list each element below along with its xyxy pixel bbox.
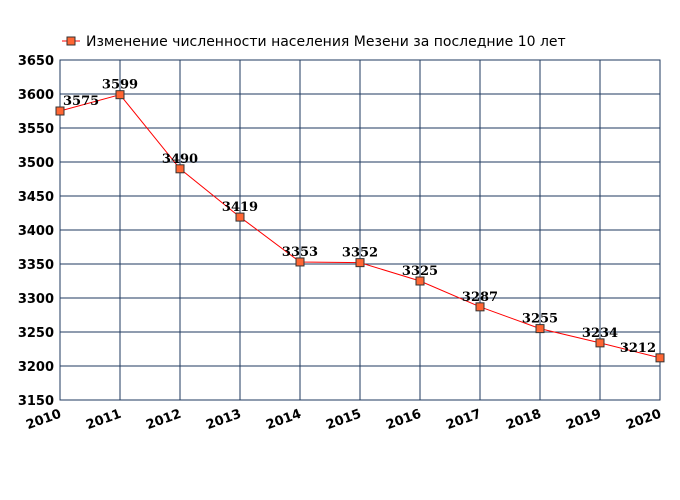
plot-frame <box>59 59 661 401</box>
data-point-marker <box>55 106 65 116</box>
data-point-marker <box>595 338 605 348</box>
data-point-marker <box>655 353 665 363</box>
data-points <box>55 90 665 363</box>
data-label: 3287 <box>462 290 498 305</box>
x-tick-label: 2019 <box>564 407 603 433</box>
x-tick-label: 2017 <box>444 407 483 433</box>
x-tick-label: 2020 <box>624 407 663 433</box>
x-tick-label: 2018 <box>504 407 543 433</box>
data-point-marker <box>475 302 485 312</box>
data-label: 3353 <box>282 245 318 260</box>
x-tick-label: 2014 <box>264 407 303 433</box>
y-tick-label: 3550 <box>18 122 54 137</box>
y-tick-label: 3200 <box>18 360 54 375</box>
data-label: 3490 <box>162 152 198 167</box>
y-tick-label: 3650 <box>18 54 54 69</box>
y-axis-ticks: 3150 3200 3250 3300 3350 3400 3450 3500 3550 3600… <box>18 54 54 409</box>
data-point-marker <box>535 324 545 334</box>
y-tick-label: 3450 <box>18 190 54 205</box>
data-point-marker <box>175 164 185 174</box>
data-label: 3599 <box>102 78 138 93</box>
x-tick-label: 2010 <box>24 407 63 433</box>
y-tick-label: 3600 <box>18 88 54 103</box>
x-tick-label: 2013 <box>204 407 243 433</box>
y-tick-label: 3150 <box>18 394 54 409</box>
data-point-marker <box>295 257 305 267</box>
x-tick-label: 2015 <box>324 407 363 433</box>
y-tick-label: 3500 <box>18 156 54 171</box>
data-label: 3325 <box>402 264 438 279</box>
data-point-marker <box>415 276 425 286</box>
data-label: 3255 <box>522 312 558 327</box>
data-label: 3234 <box>582 326 618 341</box>
legend-marker-swatch <box>66 36 76 46</box>
y-tick-label: 3400 <box>18 224 54 239</box>
x-tick-label: 2016 <box>384 407 423 433</box>
x-tick-label: 2011 <box>84 407 123 433</box>
y-tick-label: 3250 <box>18 326 54 341</box>
grid <box>59 59 661 401</box>
data-label: 3419 <box>222 200 258 215</box>
legend: Изменение численности населения Мезени з… <box>62 34 566 50</box>
data-point-marker <box>115 90 125 100</box>
y-tick-label: 3300 <box>18 292 54 307</box>
data-label: 3212 <box>620 341 656 356</box>
legend-label: Изменение численности населения Мезени з… <box>86 34 566 50</box>
data-point-marker <box>355 258 365 268</box>
data-label: 3575 <box>63 94 99 109</box>
x-tick-label: 2012 <box>144 407 183 433</box>
x-axis-ticks: 2010 2011 2012 2013 2014 2015 2016 2017 2018 2019… <box>24 407 663 433</box>
data-label: 3352 <box>342 246 378 261</box>
y-tick-label: 3350 <box>18 258 54 273</box>
data-point-marker <box>235 212 245 222</box>
